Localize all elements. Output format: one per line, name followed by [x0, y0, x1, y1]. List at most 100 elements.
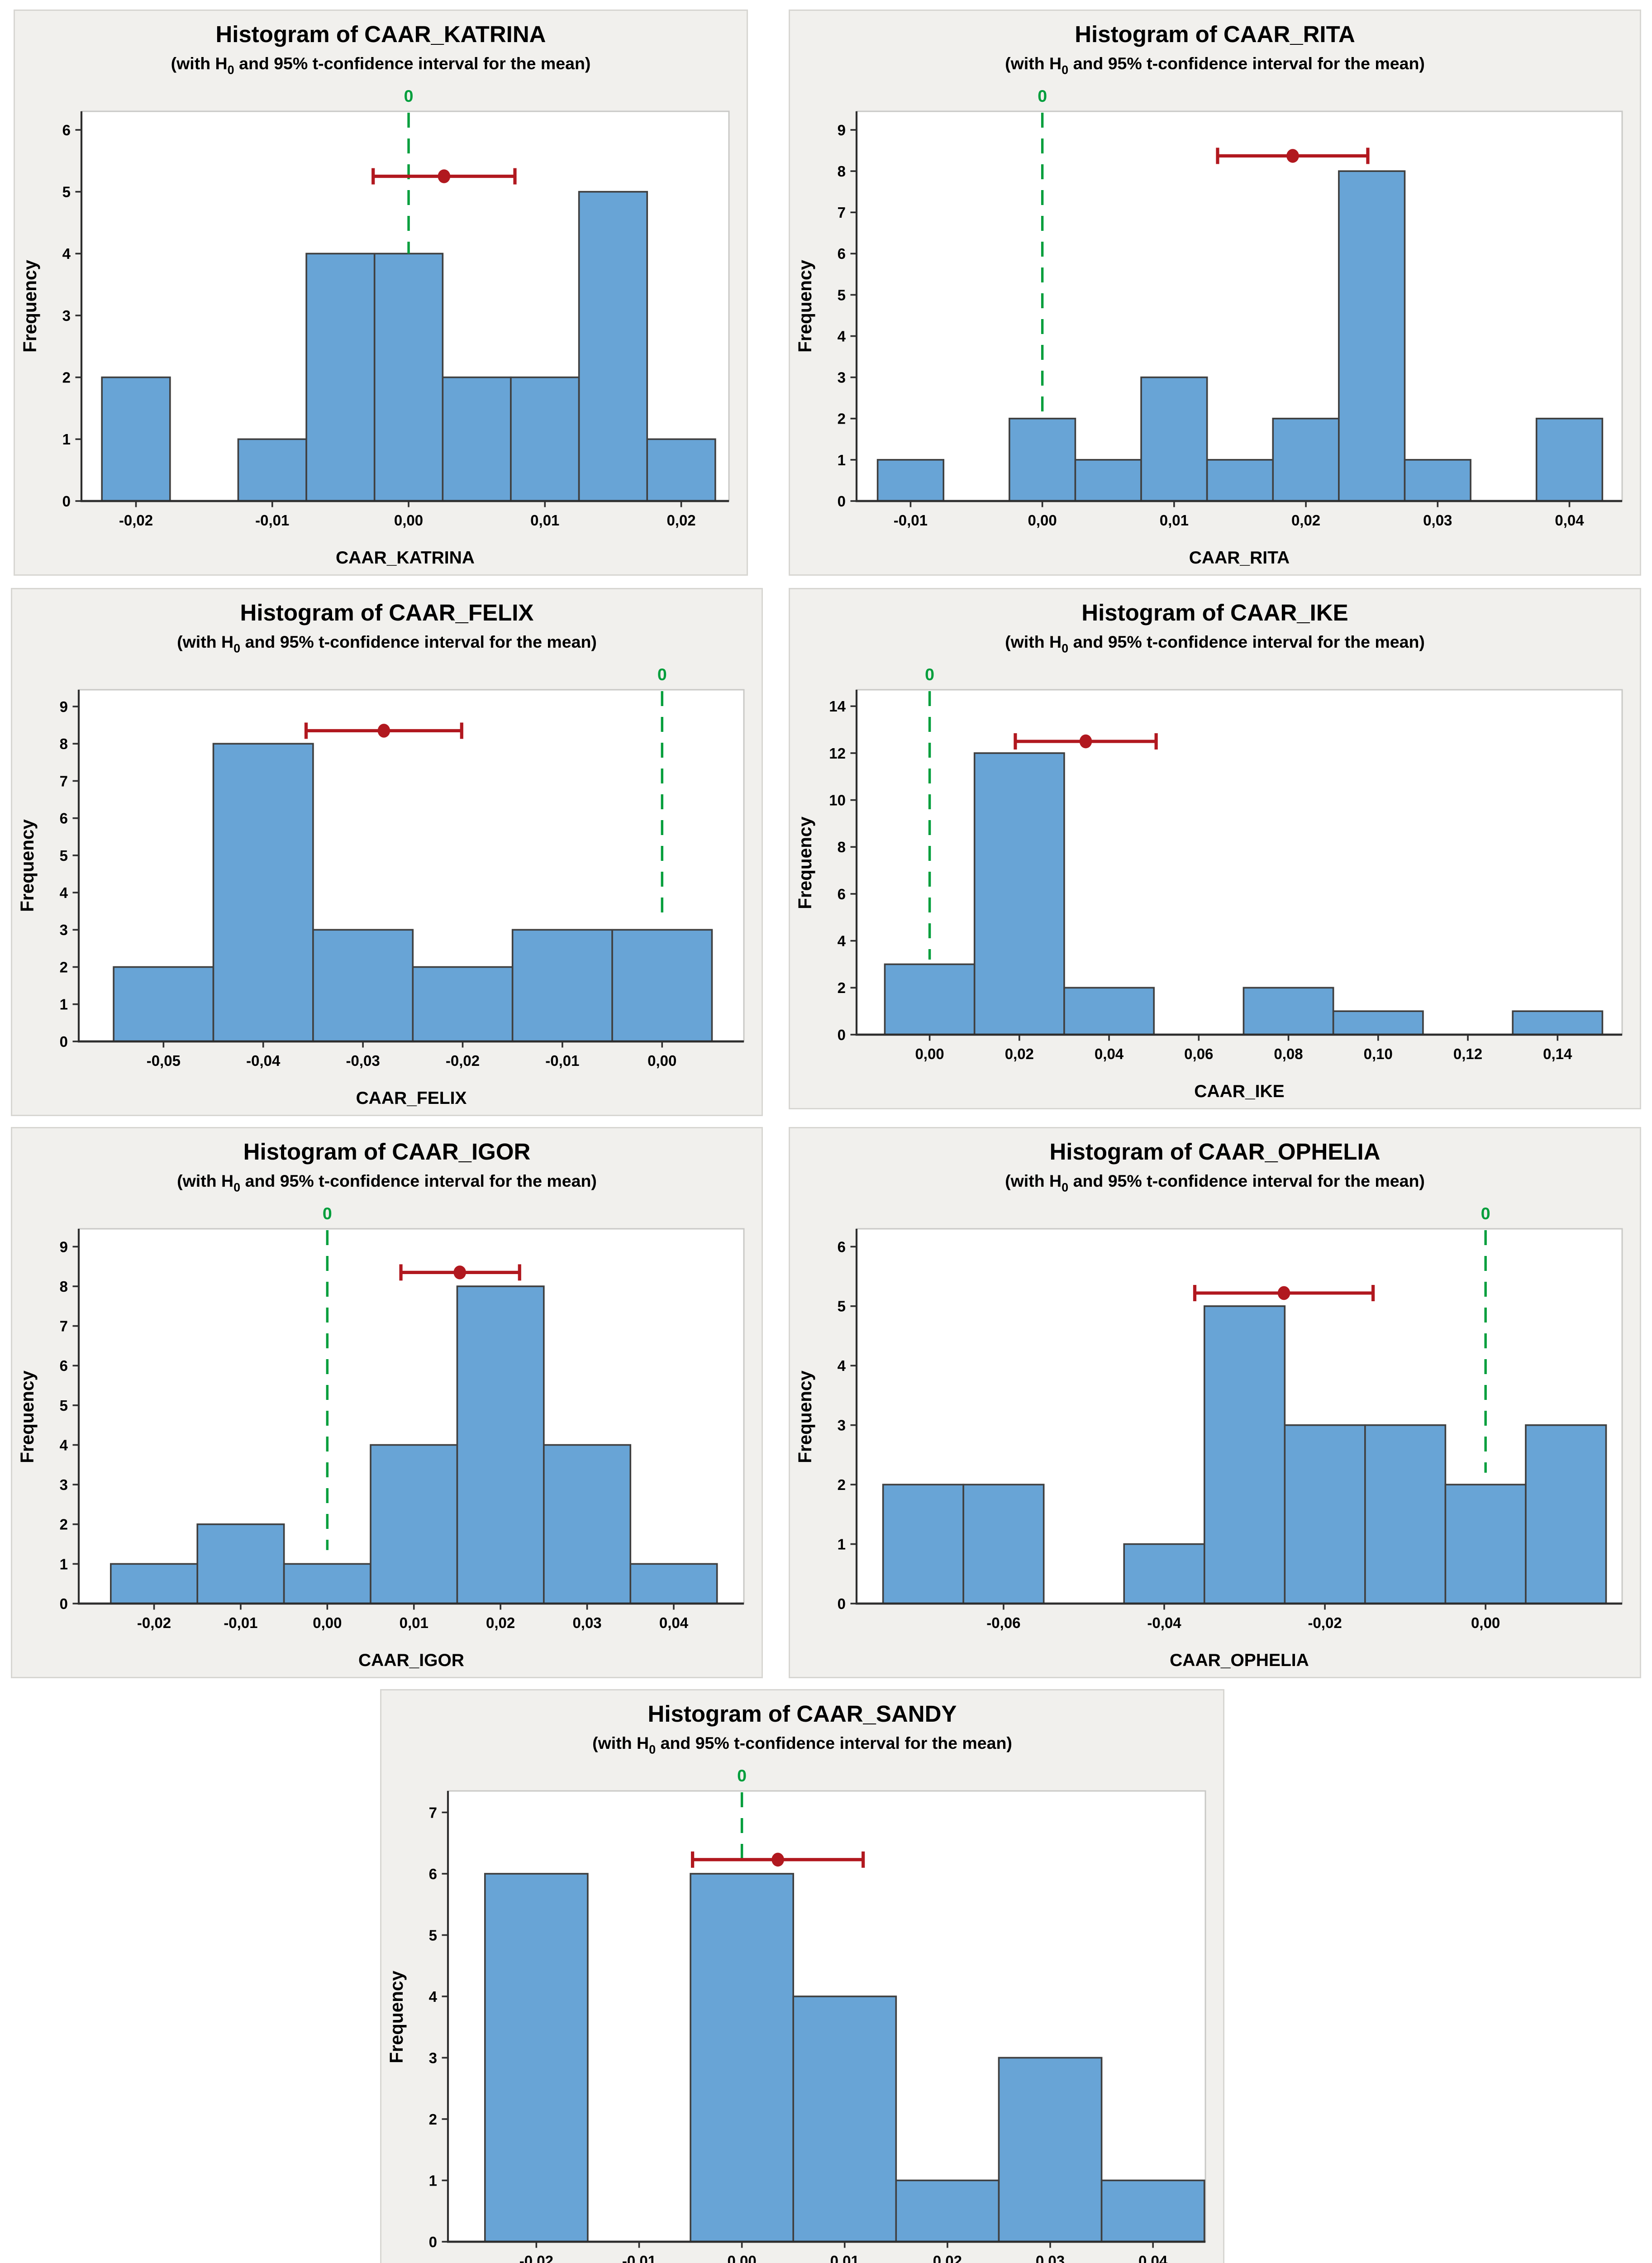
svg-text:9: 9: [838, 122, 846, 138]
panel-caar-ike: Histogram of CAAR_IKE (with H0 and 95% t…: [789, 588, 1641, 1109]
svg-text:14: 14: [829, 698, 846, 715]
svg-text:-0,05: -0,05: [147, 1052, 181, 1069]
svg-text:4: 4: [60, 1437, 68, 1453]
svg-text:7: 7: [838, 204, 846, 221]
svg-text:2: 2: [838, 1476, 846, 1493]
svg-text:0: 0: [737, 1766, 747, 1785]
svg-text:4: 4: [62, 245, 71, 262]
svg-text:3: 3: [60, 1476, 68, 1493]
panel-caar-igor: Histogram of CAAR_IGOR (with H0 and 95% …: [11, 1127, 763, 1678]
svg-text:3: 3: [60, 921, 68, 938]
histogram-plot-ophelia: 0 0 1 2 3 4 5 6 -0,06 -0,04 -0,02 0,00: [838, 1204, 1623, 1631]
svg-text:3: 3: [838, 369, 846, 386]
svg-text:-0,04: -0,04: [1147, 1614, 1181, 1631]
svg-text:8: 8: [838, 163, 846, 180]
svg-text:0,00: 0,00: [394, 512, 423, 529]
svg-text:0,12: 0,12: [1453, 1046, 1482, 1062]
svg-text:0,00: 0,00: [647, 1052, 676, 1069]
svg-text:5: 5: [838, 286, 846, 303]
panel-caar-katrina: Histogram of CAAR_KATRINA (with H0 and 9…: [14, 10, 748, 576]
svg-text:1: 1: [62, 431, 71, 448]
svg-text:8: 8: [60, 735, 68, 752]
svg-text:6: 6: [838, 245, 846, 262]
svg-text:-0,01: -0,01: [255, 512, 289, 529]
svg-text:4: 4: [838, 328, 846, 344]
histogram-plot-katrina: 0 0 1 2 3 4 5 6 -0,02 -0,01 0,00 0,01 0,02: [62, 86, 730, 529]
svg-text:2: 2: [429, 2111, 437, 2128]
chart-subtitle: (with H0 and 95% t-confidence interval f…: [790, 633, 1640, 655]
svg-text:-0,01: -0,01: [224, 1614, 257, 1631]
svg-text:0,04: 0,04: [1095, 1046, 1124, 1062]
svg-text:0: 0: [1038, 86, 1047, 105]
svg-text:2: 2: [838, 979, 846, 996]
svg-text:1: 1: [429, 2172, 437, 2189]
subtitle-text: and 95% t-confidence interval for the me…: [1068, 54, 1425, 73]
chart-title: Histogram of CAAR_IKE: [1081, 600, 1348, 626]
svg-text:5: 5: [62, 184, 71, 201]
h0-subscript: 0: [233, 641, 241, 655]
svg-text:0,00: 0,00: [727, 2253, 756, 2263]
svg-text:0,04: 0,04: [1555, 512, 1584, 529]
chart-title: Histogram of CAAR_IGOR: [243, 1139, 531, 1165]
subtitle-text: (with H: [177, 633, 234, 652]
svg-text:4: 4: [429, 1988, 438, 2005]
svg-text:-0,02: -0,02: [119, 512, 153, 529]
svg-text:12: 12: [829, 745, 846, 762]
svg-text:0: 0: [925, 665, 934, 684]
svg-text:2: 2: [838, 411, 846, 427]
svg-text:0: 0: [838, 493, 846, 510]
svg-text:10: 10: [829, 792, 846, 809]
svg-text:-0,04: -0,04: [246, 1052, 281, 1069]
subtitle-text: and 95% t-confidence interval for the me…: [1068, 1172, 1425, 1191]
svg-text:0: 0: [1481, 1204, 1490, 1223]
svg-text:8: 8: [838, 839, 846, 855]
h0-subscript: 0: [1062, 1180, 1069, 1194]
x-axis-label: CAAR_IGOR: [358, 1650, 464, 1670]
svg-text:1: 1: [838, 1536, 846, 1552]
svg-text:3: 3: [429, 2049, 437, 2066]
subtitle-text: (with H: [171, 54, 228, 73]
svg-text:7: 7: [429, 1804, 437, 1821]
chart-subtitle: (with H0 and 95% t-confidence interval f…: [381, 1734, 1223, 1757]
svg-text:-0,02: -0,02: [446, 1052, 480, 1069]
h0-subscript: 0: [233, 1180, 241, 1194]
subtitle-text: and 95% t-confidence interval for the me…: [1068, 633, 1425, 652]
svg-text:0,02: 0,02: [667, 512, 695, 529]
svg-text:5: 5: [429, 1927, 437, 1943]
chart-title: Histogram of CAAR_OPHELIA: [1049, 1139, 1381, 1165]
svg-text:0,14: 0,14: [1543, 1046, 1572, 1062]
svg-text:-0,06: -0,06: [986, 1614, 1020, 1631]
x-axis-label: CAAR_FELIX: [356, 1088, 467, 1108]
svg-text:0,04: 0,04: [659, 1614, 689, 1631]
svg-text:0,01: 0,01: [1160, 512, 1189, 529]
svg-text:5: 5: [60, 1397, 68, 1414]
svg-text:0: 0: [657, 665, 667, 684]
histogram-plot-igor: 0 0 1 2 3 4 5 6 7 8 9 -0,02 -0,01 0,00 0,01 0,02 0,03 0,0…: [60, 1204, 745, 1631]
panel-caar-felix: Histogram of CAAR_FELIX (with H0 and 95%…: [11, 588, 763, 1116]
svg-text:6: 6: [60, 1357, 68, 1374]
panel-caar-sandy: Histogram of CAAR_SANDY (with H0 and 95%…: [380, 1689, 1224, 2263]
chart-subtitle: (with H0 and 95% t-confidence interval f…: [12, 1172, 762, 1194]
svg-text:0,08: 0,08: [1274, 1046, 1303, 1062]
svg-text:0,00: 0,00: [915, 1046, 944, 1062]
chart-subtitle: (with H0 and 95% t-confidence interval f…: [15, 54, 747, 77]
x-axis-label: CAAR_RITA: [1189, 547, 1290, 568]
svg-text:0,02: 0,02: [1005, 1046, 1034, 1062]
svg-text:-0,01: -0,01: [894, 512, 928, 529]
x-axis-label: CAAR_OPHELIA: [1170, 1650, 1309, 1670]
svg-text:0,02: 0,02: [1291, 512, 1320, 529]
chart-title: Histogram of CAAR_KATRINA: [215, 22, 546, 48]
subtitle-text: and 95% t-confidence interval for the me…: [656, 1734, 1012, 1753]
subtitle-text: (with H: [177, 1172, 234, 1191]
chart-title: Histogram of CAAR_FELIX: [240, 600, 534, 626]
svg-text:0,03: 0,03: [1423, 512, 1452, 529]
svg-text:9: 9: [60, 1238, 68, 1255]
svg-text:6: 6: [838, 886, 846, 902]
svg-text:0,03: 0,03: [572, 1614, 601, 1631]
svg-text:6: 6: [60, 810, 68, 827]
svg-text:0,06: 0,06: [1184, 1046, 1213, 1062]
histogram-plot-felix: 0 0 1 2 3 4 5 6 7 8 9 -0,05 -0,04 -0,03 -0,02 -0,01 0,00: [60, 665, 745, 1069]
panel-caar-ophelia: Histogram of CAAR_OPHELIA (with H0 and 9…: [789, 1127, 1641, 1678]
svg-text:0,03: 0,03: [1036, 2253, 1065, 2263]
